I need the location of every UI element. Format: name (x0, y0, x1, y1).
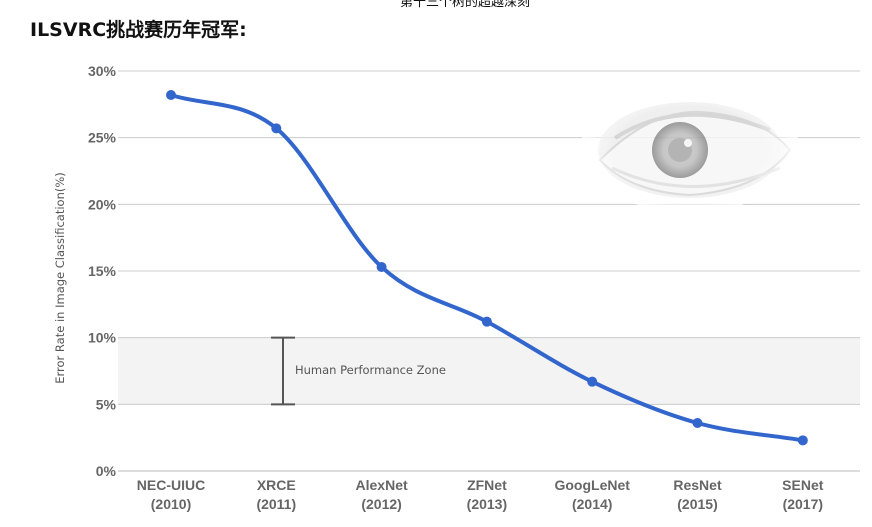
y-axis-ticks: 0% 5% 10% 15% 20% 25% 30% (88, 63, 117, 479)
human-zone-label: Human Performance Zone (295, 363, 446, 377)
x-category-year: (2011) (256, 496, 296, 512)
y-tick-label: 15% (88, 263, 117, 279)
y-tick-label: 30% (88, 63, 117, 79)
data-point (481, 316, 492, 327)
series-points (166, 90, 808, 446)
y-tick-label: 0% (96, 463, 117, 479)
human-performance-zone (118, 338, 860, 405)
page-title: ILSVRC挑战赛历年冠军: (30, 19, 247, 41)
x-category-year: (2012) (361, 496, 401, 512)
y-axis-label: Error Rate in Image Classification(%) (53, 172, 67, 384)
human-zone-range-marker (271, 336, 295, 406)
data-point (692, 418, 703, 428)
x-category-label: ResNet (673, 477, 722, 493)
y-tick-label: 25% (88, 130, 117, 146)
x-category-label: AlexNet (356, 477, 408, 493)
data-point (271, 123, 282, 134)
y-tick-label: 20% (88, 196, 117, 212)
x-category-year: (2017) (783, 496, 823, 512)
data-point (166, 90, 176, 100)
data-point (587, 376, 598, 387)
x-category-label: NEC-UIUC (137, 477, 205, 493)
x-category-year: (2013) (467, 496, 507, 512)
x-category-year: (2014) (572, 496, 612, 512)
x-category-year: (2015) (677, 496, 717, 512)
y-tick-label: 5% (96, 396, 117, 412)
x-category-year: (2010) (151, 496, 191, 512)
y-tick-label: 10% (88, 330, 117, 346)
x-category-label: SENet (782, 477, 824, 493)
x-category-label: ZFNet (467, 477, 507, 493)
x-axis-categories: NEC-UIUC (2010) XRCE (2011) AlexNet (2012) ZFN… (137, 477, 824, 512)
clipped-top-text: 第十三个树的超越深刻 (400, 0, 531, 10)
x-category-label: GoogLeNet (554, 477, 630, 493)
gridlines (118, 70, 860, 472)
x-category-label: XRCE (257, 477, 296, 493)
data-point (376, 262, 387, 272)
data-point (797, 435, 808, 446)
eye-icon (580, 88, 800, 212)
